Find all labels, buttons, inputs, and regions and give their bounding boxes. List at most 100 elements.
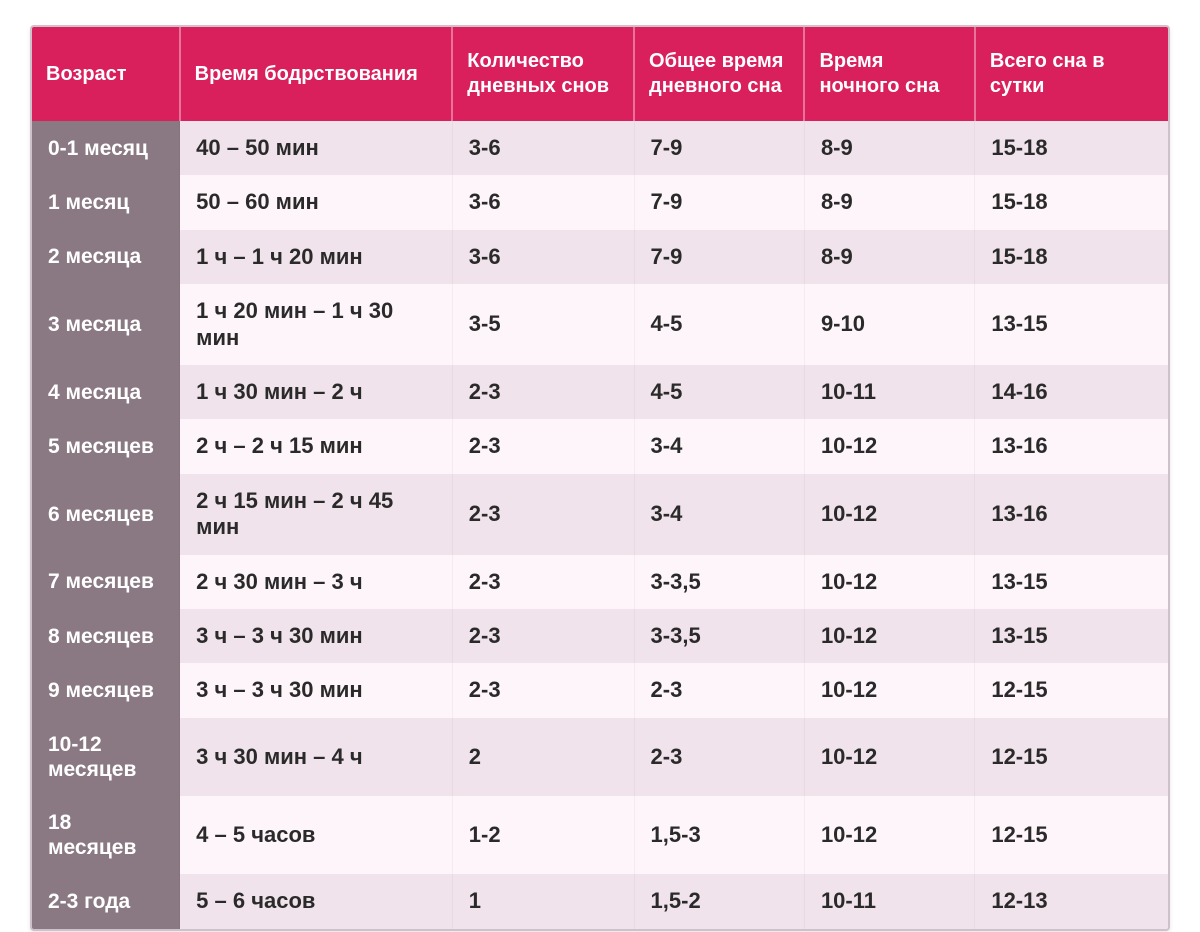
cell-total: 13-16 <box>975 419 1168 473</box>
cell-day: 3-4 <box>634 474 804 555</box>
cell-naps: 1 <box>452 874 634 928</box>
cell-total: 12-13 <box>975 874 1168 928</box>
cell-night: 8-9 <box>804 175 974 229</box>
cell-night: 10-12 <box>804 718 974 796</box>
cell-naps: 2 <box>452 718 634 796</box>
cell-total: 13-15 <box>975 609 1168 663</box>
col-header-naps: Количество дневных снов <box>452 27 634 121</box>
table-row: 3 месяца1 ч 20 мин – 1 ч 30 мин3-54-59-1… <box>32 284 1168 365</box>
sleep-table: Возраст Время бодрствования Количество д… <box>32 27 1168 929</box>
cell-naps: 3-6 <box>452 175 634 229</box>
cell-naps: 2-3 <box>452 419 634 473</box>
cell-age: 18 месяцев <box>32 796 180 874</box>
cell-total: 14-16 <box>975 365 1168 419</box>
col-header-wake: Время бодрствования <box>180 27 453 121</box>
table-row: 1 месяц50 – 60 мин3-67-98-915-18 <box>32 175 1168 229</box>
cell-naps: 3-6 <box>452 121 634 175</box>
cell-naps: 1-2 <box>452 796 634 874</box>
cell-total: 15-18 <box>975 175 1168 229</box>
cell-wake: 1 ч 30 мин – 2 ч <box>180 365 453 419</box>
cell-age: 6 месяцев <box>32 474 180 555</box>
col-header-total: Всего сна в сутки <box>975 27 1168 121</box>
cell-wake: 3 ч 30 мин – 4 ч <box>180 718 453 796</box>
cell-wake: 40 – 50 мин <box>180 121 453 175</box>
cell-day: 1,5-2 <box>634 874 804 928</box>
table-row: 5 месяцев2 ч – 2 ч 15 мин2-33-410-1213-1… <box>32 419 1168 473</box>
cell-wake: 3 ч – 3 ч 30 мин <box>180 663 453 717</box>
table-row: 8 месяцев3 ч – 3 ч 30 мин2-33-3,510-1213… <box>32 609 1168 663</box>
cell-day: 2-3 <box>634 718 804 796</box>
cell-total: 15-18 <box>975 230 1168 284</box>
cell-age: 2 месяца <box>32 230 180 284</box>
cell-day: 4-5 <box>634 365 804 419</box>
col-header-day: Общее время дневного сна <box>634 27 804 121</box>
cell-night: 10-11 <box>804 874 974 928</box>
table-row: 10-12 месяцев3 ч 30 мин – 4 ч22-310-1212… <box>32 718 1168 796</box>
col-header-age: Возраст <box>32 27 180 121</box>
cell-total: 12-15 <box>975 718 1168 796</box>
table-row: 6 месяцев2 ч 15 мин – 2 ч 45 мин2-33-410… <box>32 474 1168 555</box>
cell-age: 1 месяц <box>32 175 180 229</box>
cell-wake: 1 ч – 1 ч 20 мин <box>180 230 453 284</box>
cell-naps: 3-6 <box>452 230 634 284</box>
col-header-night: Время ночного сна <box>804 27 974 121</box>
cell-age: 5 месяцев <box>32 419 180 473</box>
cell-naps: 2-3 <box>452 474 634 555</box>
cell-total: 12-15 <box>975 663 1168 717</box>
table-row: 2 месяца1 ч – 1 ч 20 мин3-67-98-915-18 <box>32 230 1168 284</box>
table-body: 0-1 месяц40 – 50 мин3-67-98-915-181 меся… <box>32 121 1168 929</box>
cell-age: 10-12 месяцев <box>32 718 180 796</box>
cell-wake: 2 ч 30 мин – 3 ч <box>180 555 453 609</box>
cell-total: 13-15 <box>975 555 1168 609</box>
cell-total: 12-15 <box>975 796 1168 874</box>
table-row: 0-1 месяц40 – 50 мин3-67-98-915-18 <box>32 121 1168 175</box>
cell-wake: 1 ч 20 мин – 1 ч 30 мин <box>180 284 453 365</box>
cell-wake: 50 – 60 мин <box>180 175 453 229</box>
table-row: 4 месяца1 ч 30 мин – 2 ч2-34-510-1114-16 <box>32 365 1168 419</box>
cell-day: 1,5-3 <box>634 796 804 874</box>
cell-age: 7 месяцев <box>32 555 180 609</box>
cell-naps: 3-5 <box>452 284 634 365</box>
cell-night: 8-9 <box>804 230 974 284</box>
cell-wake: 3 ч – 3 ч 30 мин <box>180 609 453 663</box>
cell-naps: 2-3 <box>452 555 634 609</box>
cell-day: 7-9 <box>634 175 804 229</box>
table-row: 9 месяцев3 ч – 3 ч 30 мин2-32-310-1212-1… <box>32 663 1168 717</box>
cell-wake: 4 – 5 часов <box>180 796 453 874</box>
cell-wake: 2 ч – 2 ч 15 мин <box>180 419 453 473</box>
cell-night: 10-12 <box>804 419 974 473</box>
cell-day: 3-3,5 <box>634 555 804 609</box>
cell-day: 7-9 <box>634 121 804 175</box>
cell-night: 9-10 <box>804 284 974 365</box>
cell-night: 10-12 <box>804 663 974 717</box>
cell-night: 10-12 <box>804 796 974 874</box>
sleep-table-container: Возраст Время бодрствования Количество д… <box>30 25 1170 931</box>
cell-wake: 5 – 6 часов <box>180 874 453 928</box>
cell-night: 10-12 <box>804 609 974 663</box>
cell-night: 10-12 <box>804 555 974 609</box>
cell-day: 3-3,5 <box>634 609 804 663</box>
cell-naps: 2-3 <box>452 365 634 419</box>
cell-age: 2-3 года <box>32 874 180 928</box>
cell-age: 4 месяца <box>32 365 180 419</box>
cell-night: 10-12 <box>804 474 974 555</box>
cell-total: 13-15 <box>975 284 1168 365</box>
cell-age: 3 месяца <box>32 284 180 365</box>
table-header-row: Возраст Время бодрствования Количество д… <box>32 27 1168 121</box>
table-row: 7 месяцев2 ч 30 мин – 3 ч2-33-3,510-1213… <box>32 555 1168 609</box>
cell-age: 0-1 месяц <box>32 121 180 175</box>
cell-age: 8 месяцев <box>32 609 180 663</box>
table-row: 18 месяцев4 – 5 часов1-21,5-310-1212-15 <box>32 796 1168 874</box>
cell-wake: 2 ч 15 мин – 2 ч 45 мин <box>180 474 453 555</box>
cell-day: 4-5 <box>634 284 804 365</box>
cell-day: 7-9 <box>634 230 804 284</box>
cell-total: 13-16 <box>975 474 1168 555</box>
table-row: 2-3 года5 – 6 часов11,5-210-1112-13 <box>32 874 1168 928</box>
cell-night: 10-11 <box>804 365 974 419</box>
cell-naps: 2-3 <box>452 663 634 717</box>
cell-night: 8-9 <box>804 121 974 175</box>
cell-total: 15-18 <box>975 121 1168 175</box>
cell-naps: 2-3 <box>452 609 634 663</box>
cell-day: 3-4 <box>634 419 804 473</box>
cell-day: 2-3 <box>634 663 804 717</box>
